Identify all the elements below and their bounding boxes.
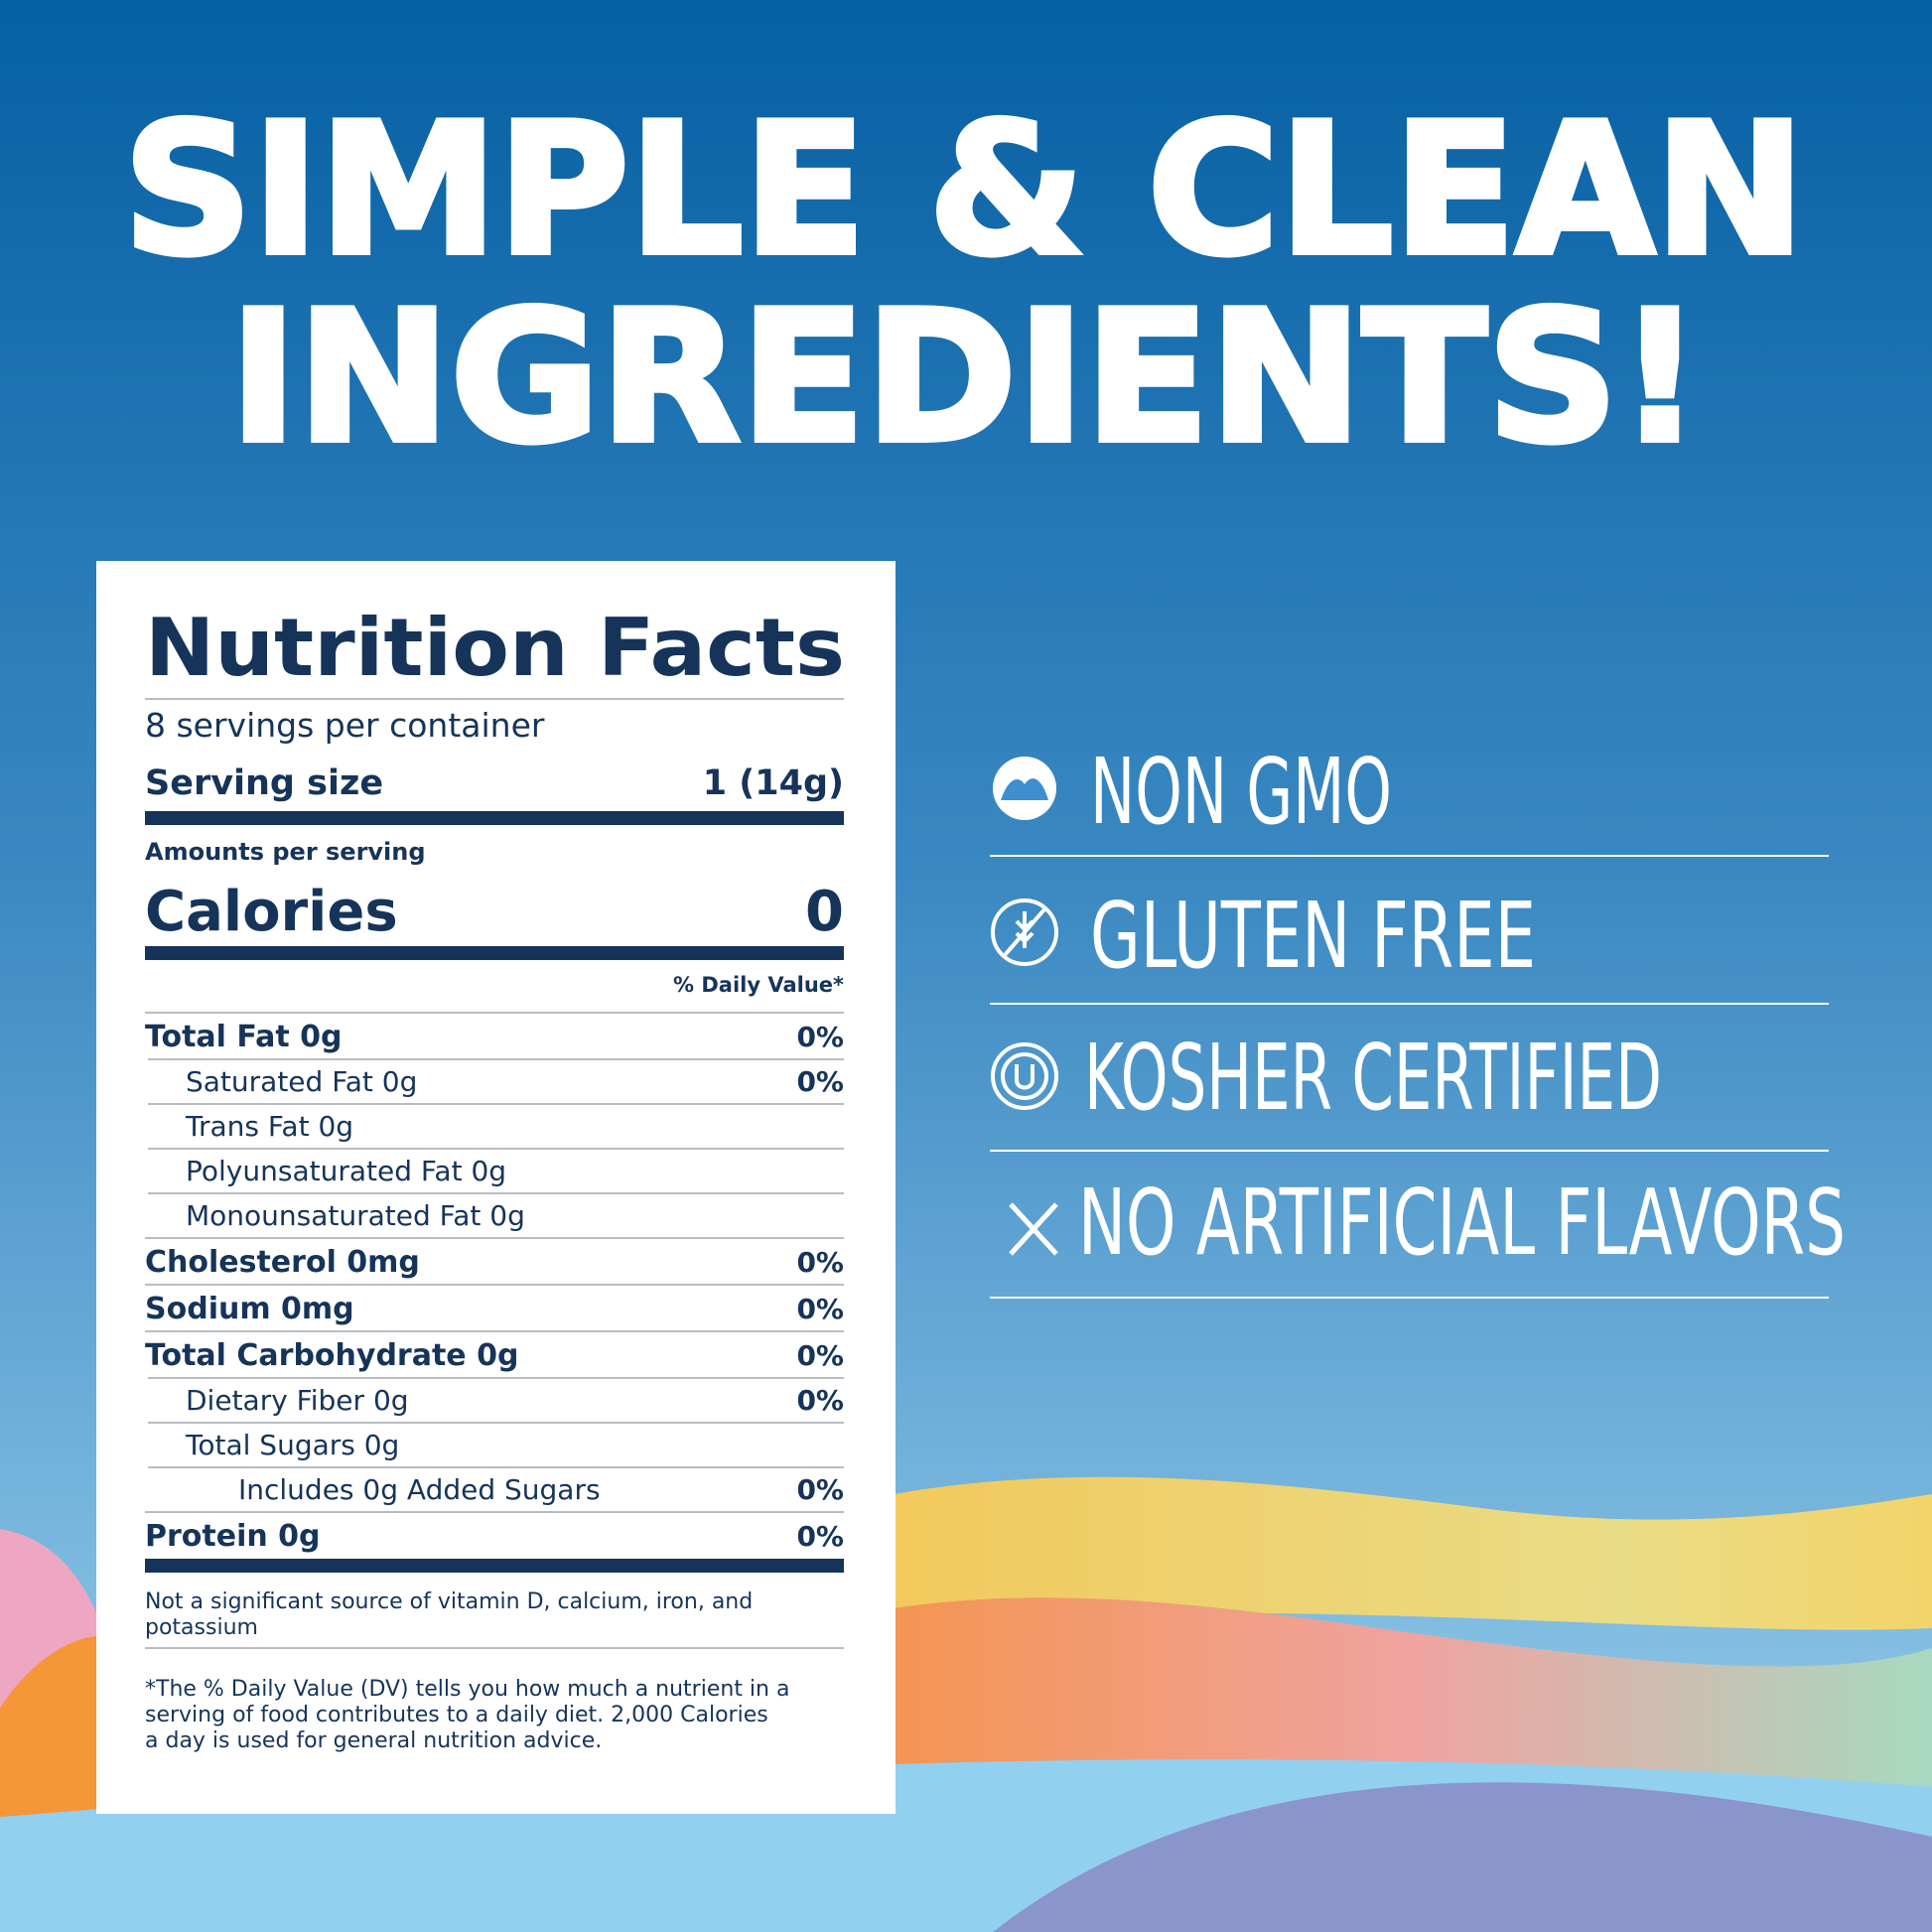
nutrient-label: Cholesterol 0mg <box>145 1245 420 1280</box>
serving-size-label: Serving size <box>145 763 383 803</box>
dv-header: % Daily Value* <box>673 973 844 997</box>
nutrient-label: Trans Fat 0g <box>185 1110 353 1143</box>
nutrient-label: Dietary Fiber 0g <box>186 1384 409 1417</box>
nutrient-dv: 0% <box>796 1065 844 1098</box>
nutrient-dv: 0% <box>796 1246 844 1279</box>
non-gmo-icon <box>993 757 1056 820</box>
wave <box>894 1597 1932 1787</box>
feature-label: GLUTEN FREE <box>1090 883 1536 989</box>
no-flavors-icon <box>1009 1202 1058 1256</box>
thick-bar <box>145 1559 844 1573</box>
footnote: *The % Daily Value (DV) tells you how mu… <box>145 1677 789 1702</box>
nutrient-label: Includes 0g Added Sugars <box>238 1473 601 1506</box>
nutrient-label: Total Fat 0g <box>145 1020 343 1054</box>
nutrient-label: Sodium 0mg <box>145 1292 354 1326</box>
headline-line: INGREDIENTS! <box>229 272 1702 483</box>
kosher-icon <box>991 1042 1058 1110</box>
thick-bar <box>145 811 844 825</box>
headline-line: SIMPLE & CLEAN <box>123 84 1805 295</box>
nutrient-label: Saturated Fat 0g <box>186 1065 417 1098</box>
footnote: potassium <box>145 1615 258 1640</box>
nutrient-label: Total Carbohydrate 0g <box>145 1338 518 1373</box>
feature-label: NO ARTIFICIAL FLAVORS <box>1078 1170 1846 1276</box>
waves <box>0 1476 1932 1932</box>
nutrient-label: Monounsaturated Fat 0g <box>186 1199 525 1232</box>
thick-bar <box>145 946 844 960</box>
servings: 8 servings per container <box>145 706 545 745</box>
nutrition-title: Nutrition Facts <box>145 602 845 694</box>
gluten-free-icon <box>991 898 1058 966</box>
nutrient-label: Total Sugars 0g <box>185 1429 399 1461</box>
calories-value: 0 <box>805 880 844 944</box>
nutrient-dv: 0% <box>796 1293 844 1325</box>
footnote: a day is used for general nutrition advi… <box>145 1728 602 1753</box>
wave <box>993 1782 1932 1932</box>
headline: SIMPLE & CLEAN INGREDIENTS! <box>120 81 1808 485</box>
nutrient-label: Polyunsaturated Fat 0g <box>186 1155 506 1187</box>
nutrient-dv: 0% <box>796 1473 844 1506</box>
feature-label: NON GMO <box>1090 739 1392 845</box>
serving-size-value: 1 (14g) <box>703 763 844 803</box>
nutrient-dv: 0% <box>796 1021 844 1053</box>
nutrient-label: Protein 0g <box>145 1519 321 1554</box>
nutrient-dv: 0% <box>796 1384 844 1417</box>
footnote: Not a significant source of vitamin D, c… <box>145 1589 753 1614</box>
feature-label: KOSHER CERTIFIED <box>1084 1025 1662 1131</box>
nutrient-dv: 0% <box>796 1520 844 1553</box>
calories-label: Calories <box>145 880 398 944</box>
features: NON GMO GLUTEN FREE KOSHER CERTIFIED NO … <box>990 739 1846 1299</box>
amounts-label: Amounts per serving <box>145 838 426 866</box>
nutrition-card: Nutrition Facts 8 servings per container… <box>96 561 896 1814</box>
nutrient-dv: 0% <box>796 1339 844 1372</box>
footnote: serving of food contributes to a daily d… <box>145 1703 768 1727</box>
wave <box>894 1476 1932 1630</box>
card-background <box>96 561 896 1814</box>
